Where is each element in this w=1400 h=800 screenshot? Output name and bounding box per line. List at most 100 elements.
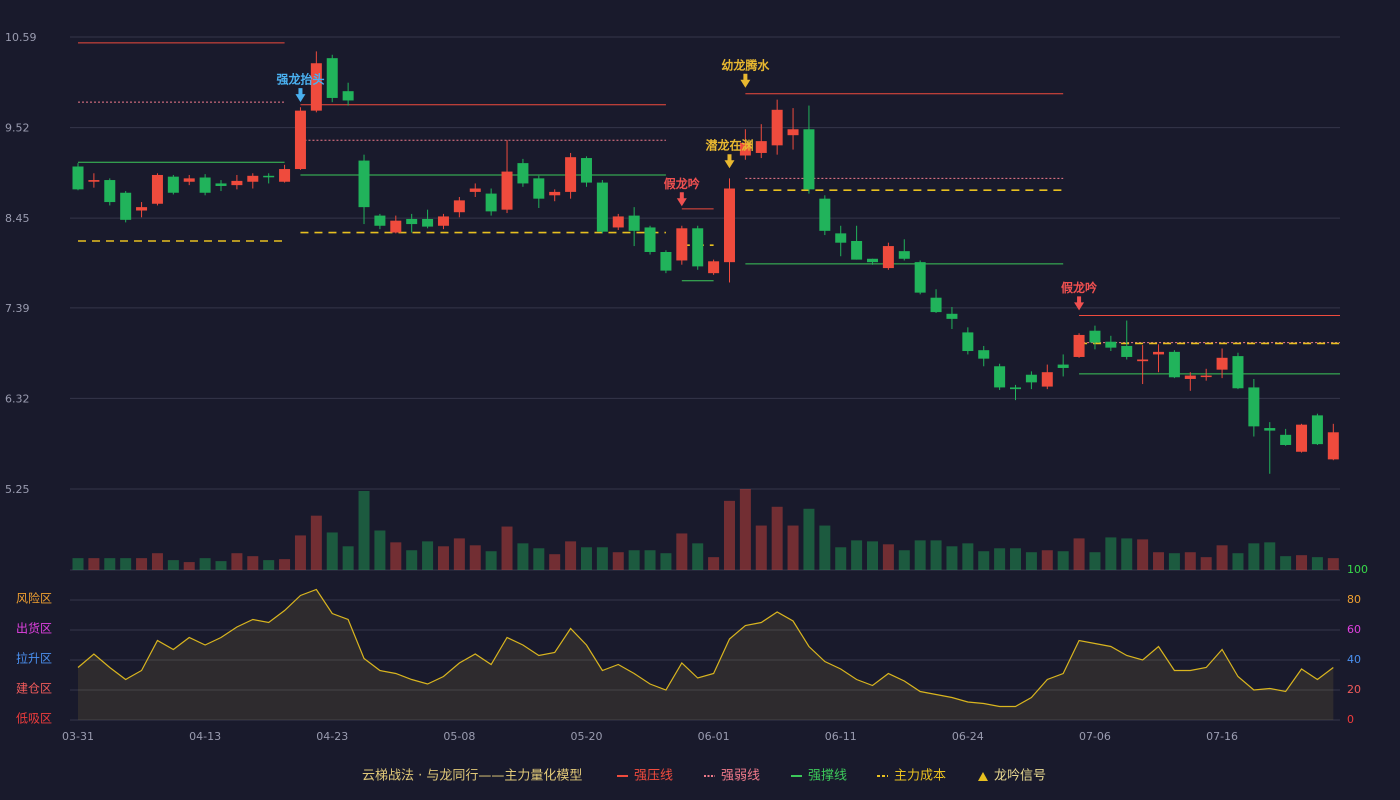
candle-body: [676, 228, 688, 261]
candle-body: [120, 192, 132, 220]
indicator-tick-label: 80: [1347, 593, 1361, 606]
volume-bar: [946, 546, 958, 570]
candle-body: [1248, 387, 1260, 427]
candle-body: [962, 332, 974, 352]
volume-bar: [1041, 550, 1053, 570]
volume-bar: [215, 561, 227, 570]
volume-bar: [914, 540, 926, 570]
y-tick-label: 5.25: [5, 483, 30, 496]
volume-bar: [199, 558, 211, 570]
candle-body: [72, 166, 84, 190]
candle-body: [485, 193, 497, 212]
zone-label: 低吸区: [16, 712, 52, 726]
candle-body: [692, 228, 704, 267]
zone-label: 建仓区: [16, 682, 52, 696]
candle-body: [549, 191, 561, 196]
legend-label: 主力成本: [894, 769, 946, 784]
signal-label: 假龙吟: [664, 176, 700, 191]
candle-body: [1121, 345, 1133, 357]
y-tick-label: 10.59: [5, 31, 37, 44]
candle-body: [533, 178, 545, 199]
volume-bar: [453, 538, 465, 570]
indicator-tick-label: 0: [1347, 713, 1354, 726]
candle-body: [930, 297, 942, 313]
volume-bar: [1327, 558, 1339, 570]
volume-bar: [882, 544, 894, 570]
volume-bar: [962, 543, 974, 570]
volume-bar: [120, 558, 132, 570]
volume-bar: [994, 548, 1006, 570]
candle-body: [1296, 424, 1308, 452]
volume-bar: [1216, 545, 1228, 570]
volume-bar: [294, 535, 306, 570]
candle-body: [517, 163, 529, 184]
legend-label: 强弱线: [721, 769, 760, 784]
candle-body: [167, 176, 179, 193]
volume-bar: [1073, 538, 1085, 570]
x-tick-label: 07-16: [1206, 730, 1238, 743]
volume-bar: [835, 547, 847, 570]
volume-bar: [755, 525, 767, 570]
candle-body: [1105, 341, 1117, 348]
volume-bar: [819, 525, 831, 570]
signal-arrow: [676, 192, 687, 207]
candle-body: [1057, 364, 1069, 368]
indicator-line: [77, 588, 1334, 708]
candle-body: [867, 258, 878, 263]
candle-body: [994, 366, 1006, 388]
x-tick-label: 04-23: [316, 730, 348, 743]
volume-bar: [930, 540, 942, 570]
candle-body: [1025, 374, 1037, 383]
legend-label: 强压线: [634, 769, 673, 784]
volume-bar: [580, 547, 592, 570]
volume-bar: [263, 560, 275, 570]
candle-body: [898, 251, 910, 259]
signal-label: 强龙抬头: [276, 72, 324, 87]
candle-body: [422, 218, 434, 227]
candle-body: [1327, 432, 1339, 460]
volume-bar: [231, 553, 243, 570]
volume-bar: [485, 551, 497, 570]
candle-body: [946, 313, 958, 319]
volume-bar: [247, 556, 259, 570]
candle-body: [628, 215, 640, 231]
zone-label: 拉升区: [16, 651, 52, 666]
volume-bar: [644, 550, 656, 570]
candle-body: [803, 129, 815, 190]
candle-body: [1010, 387, 1022, 390]
legend-label: 强撑线: [808, 769, 847, 784]
volume-bar: [104, 558, 116, 570]
candle-body: [453, 200, 465, 213]
candle-body: [263, 175, 275, 178]
signal-label: 幼龙腾水: [721, 57, 770, 72]
volume-bar: [549, 554, 561, 570]
volume-bar: [1105, 537, 1117, 570]
volume-bar: [326, 532, 338, 570]
volume-bar: [1153, 552, 1165, 570]
volume-bar: [1121, 538, 1133, 570]
candle-body: [406, 218, 418, 225]
volume-bar: [1200, 557, 1212, 570]
volume-bar: [978, 551, 990, 570]
volume-bar: [501, 526, 513, 570]
volume-bar: [1057, 551, 1069, 570]
volume-bar: [1184, 552, 1196, 570]
volume-bar: [1296, 555, 1308, 570]
volume-bar: [310, 515, 322, 570]
candle-body: [279, 169, 291, 182]
volume-bar: [1089, 552, 1101, 570]
volume-bar: [406, 550, 418, 570]
candle-body: [1264, 428, 1276, 431]
candle-body: [374, 215, 386, 226]
indicator-area: [78, 589, 1334, 720]
candle-body: [151, 174, 163, 204]
volume-bar: [1280, 556, 1292, 570]
volume-bar: [1311, 557, 1323, 570]
candle-body: [469, 188, 481, 192]
candle-body: [644, 227, 656, 252]
candle-body: [914, 262, 926, 293]
candle-body: [1168, 351, 1180, 378]
candle-body: [565, 157, 577, 192]
